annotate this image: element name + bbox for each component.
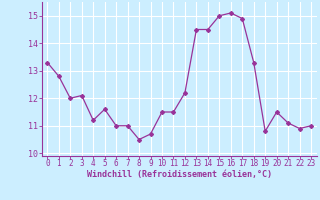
- X-axis label: Windchill (Refroidissement éolien,°C): Windchill (Refroidissement éolien,°C): [87, 170, 272, 179]
